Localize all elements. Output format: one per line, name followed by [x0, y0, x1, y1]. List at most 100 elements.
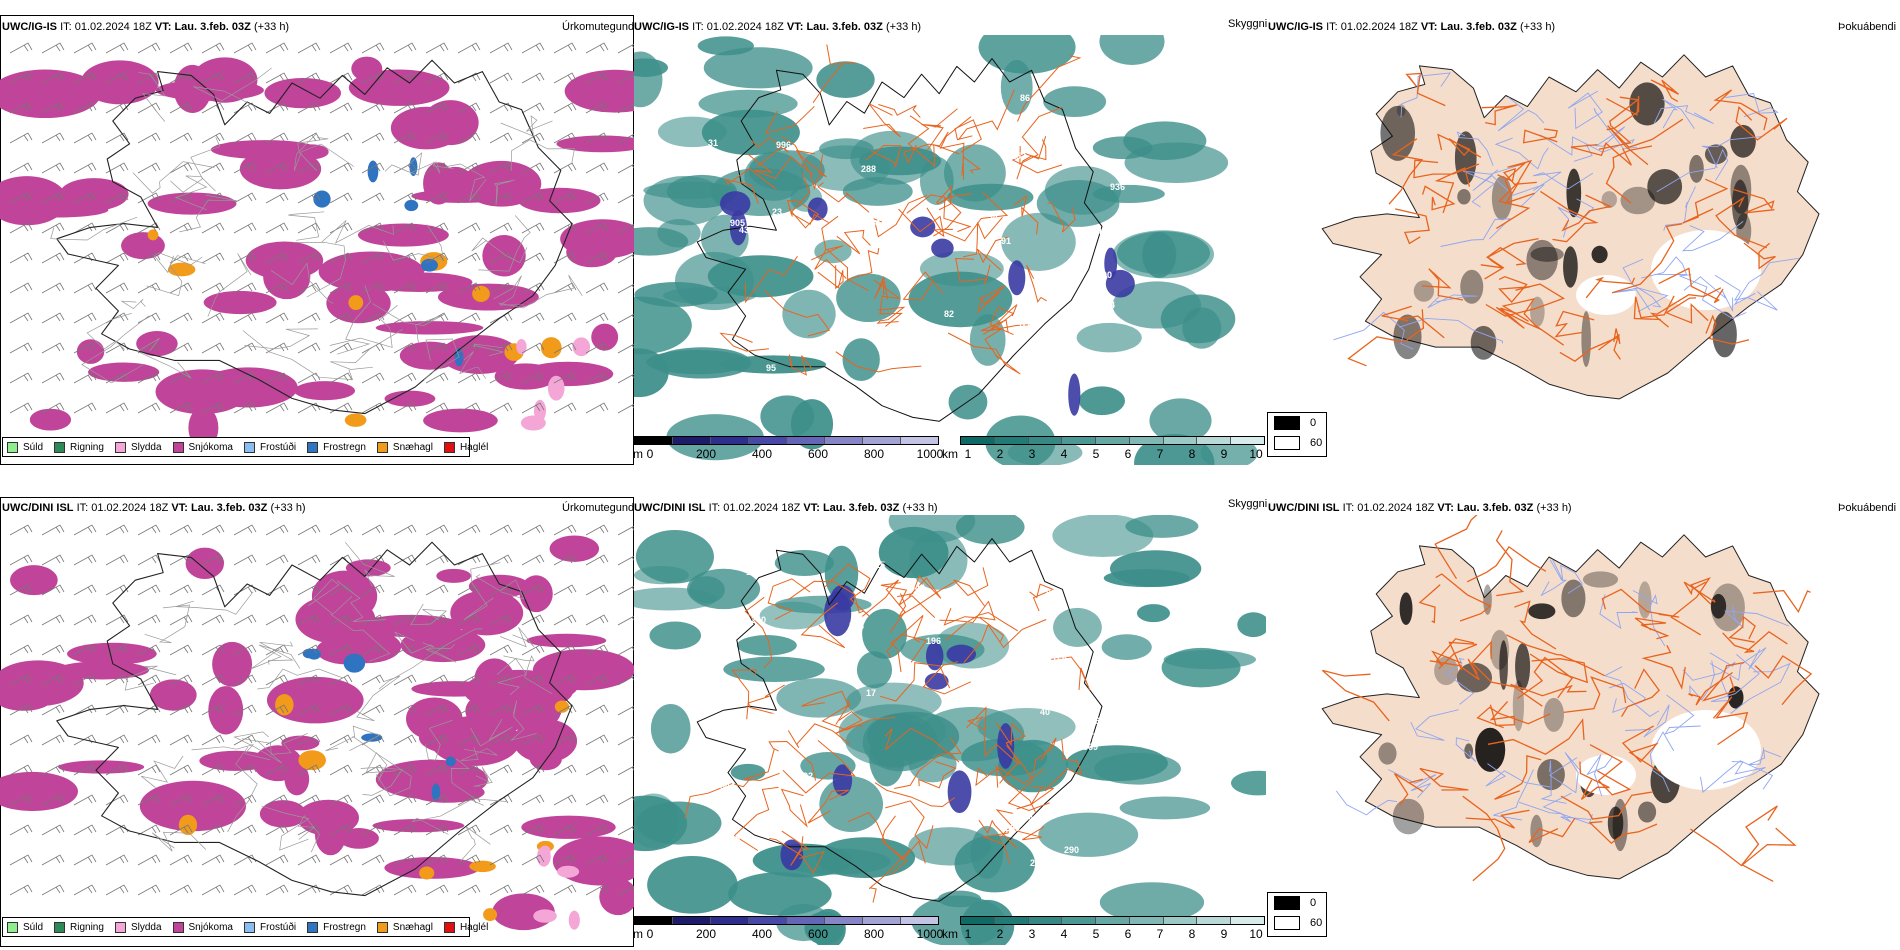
road-line	[498, 274, 583, 309]
road-line	[1601, 588, 1680, 618]
river-line	[1533, 171, 1594, 191]
wind-barb	[137, 72, 161, 84]
wind-barb	[585, 704, 609, 716]
wind-barb	[169, 342, 193, 354]
low-visibility-area	[707, 255, 814, 298]
low-visibility-area	[1099, 35, 1165, 65]
wind-barb	[105, 252, 129, 264]
wind-barb	[553, 884, 577, 896]
very-low-visibility-area	[925, 641, 944, 671]
road-line	[926, 192, 1009, 242]
low-visibility-area	[1065, 745, 1168, 782]
legend-swatch	[54, 441, 66, 453]
river-line	[1733, 257, 1799, 306]
vt-label: VT:	[786, 21, 804, 33]
fog-area	[1581, 311, 1591, 368]
wind-barb	[169, 644, 193, 656]
wind-barb	[425, 764, 449, 776]
wind-barb	[361, 42, 385, 54]
low-visibility-area	[856, 651, 893, 689]
road-line	[1741, 805, 1778, 882]
snow-pellet-area	[469, 860, 496, 873]
legend-item: Frostregn	[307, 441, 366, 453]
low-visibility-area	[720, 355, 827, 374]
wind-barb	[105, 614, 129, 626]
road-line	[500, 115, 553, 137]
wind-barb	[457, 644, 481, 656]
wind-barb	[105, 734, 129, 746]
road-line	[120, 298, 146, 310]
fog-area	[1629, 82, 1665, 126]
snow-area	[375, 321, 484, 335]
scale-tick: 1000	[916, 447, 944, 461]
wind-barb	[617, 705, 634, 716]
scale-tick: 2	[996, 447, 1004, 461]
wind-barb	[105, 42, 129, 54]
snow-area	[0, 176, 68, 226]
river-line	[1427, 294, 1478, 309]
low-visibility-area	[1053, 607, 1102, 647]
scale-tick: 7	[1156, 447, 1164, 461]
river-line	[1689, 660, 1715, 701]
road-line	[259, 641, 294, 665]
wind-barb	[329, 884, 353, 896]
it-label: IT:	[1342, 502, 1355, 514]
wind-barb	[361, 372, 385, 384]
road-line	[780, 788, 808, 828]
road-line	[684, 778, 751, 819]
road-line	[473, 766, 493, 787]
wind-barb	[585, 644, 609, 656]
clear-area	[1651, 710, 1761, 790]
wind-barb	[233, 884, 257, 896]
wind-barb	[9, 554, 33, 566]
wind-barb	[265, 162, 289, 174]
legend-item: Rigning	[54, 921, 104, 933]
road-line	[463, 562, 501, 621]
wind-barb	[425, 222, 449, 234]
scale-tick: 5	[1092, 927, 1100, 941]
road-line	[847, 811, 908, 876]
road-line	[781, 830, 810, 866]
wind-barb	[617, 795, 634, 806]
road-line	[1347, 309, 1425, 367]
wind-barb	[489, 72, 513, 84]
road-line	[1047, 202, 1076, 233]
wind-barb	[265, 222, 289, 234]
river-line	[1724, 605, 1790, 629]
wind-barb	[553, 584, 577, 596]
road-line	[873, 275, 889, 300]
wind-barb	[521, 794, 545, 806]
wind-barb	[617, 193, 634, 204]
road-line	[233, 731, 283, 764]
road-line	[50, 216, 138, 241]
scale-tick: 1	[964, 447, 972, 461]
wind-barb	[393, 282, 417, 294]
visibility-value-label: 290	[1064, 845, 1079, 855]
snow-area	[88, 362, 160, 382]
road-line	[1702, 661, 1745, 702]
road-line	[897, 574, 942, 599]
wind-barb	[137, 222, 161, 234]
legend-label: Frostregn	[323, 441, 366, 453]
wind-barb	[137, 402, 161, 414]
wind-barb	[105, 372, 129, 384]
wind-barb	[265, 554, 289, 566]
wind-barb	[201, 734, 225, 746]
precip-title-top: Úrkomutegund	[562, 21, 635, 33]
visibility-scale-bottom: m 0 200 400 600 800 1000 km 1 2 3 4 5 6 7 8 9 10	[633, 916, 1266, 942]
vt-label: VT:	[154, 21, 172, 33]
wind-barb	[585, 72, 609, 84]
scale-tick: 0	[646, 927, 654, 941]
river-line	[1548, 752, 1582, 794]
wind-barb	[41, 794, 65, 806]
wind-barb	[329, 162, 353, 174]
wind-barb	[585, 42, 609, 54]
road-line	[382, 224, 444, 261]
road-line	[124, 665, 177, 691]
river-line	[1485, 763, 1551, 788]
road-line	[1589, 744, 1632, 796]
precip-layer	[0, 42, 634, 450]
fog-area	[1530, 814, 1543, 848]
road-line	[846, 247, 880, 292]
road-line	[1481, 104, 1517, 126]
